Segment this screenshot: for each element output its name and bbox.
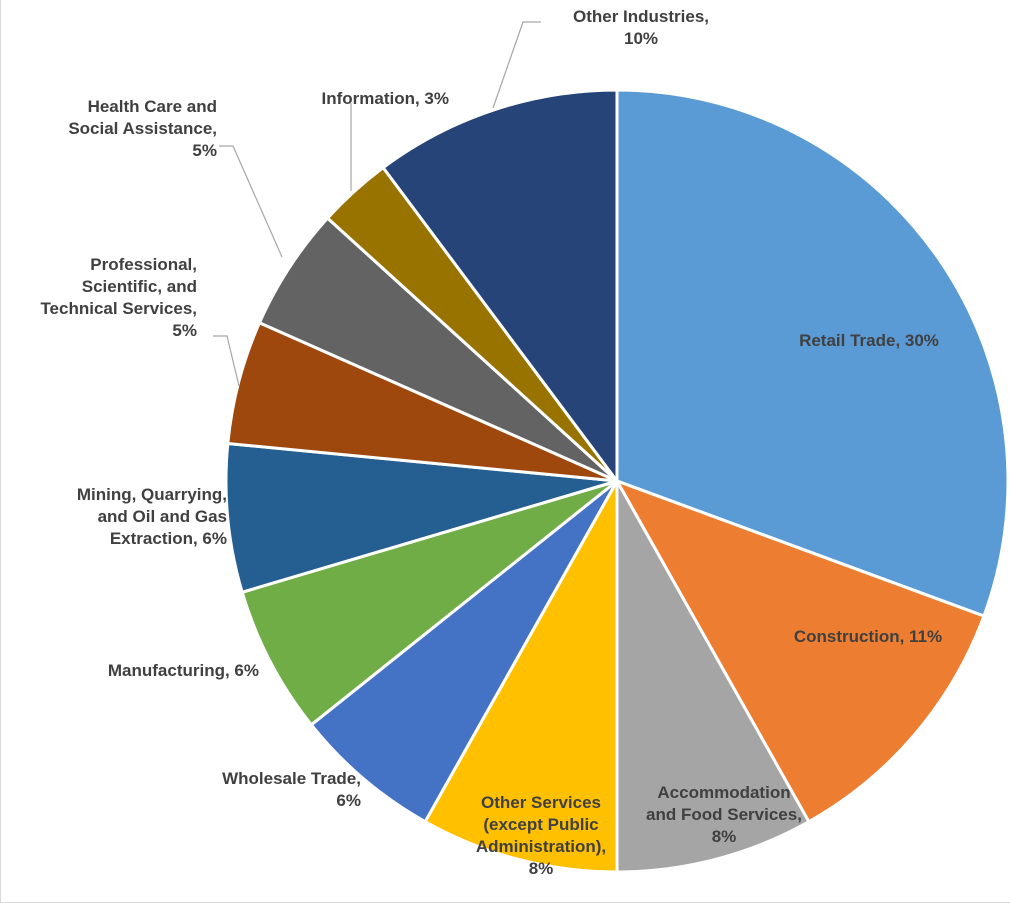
data-label-information: Information, 3% [321,89,449,108]
leader-lines [213,21,541,387]
data-label-construction: Construction, 11% [794,627,942,646]
pie-slice-retail-trade [615,88,1010,618]
data-label-other-services-except-public-administration: Other Services (except Public Administrati… [476,793,606,878]
data-label-mining-quarrying-and-oil-and-gas-extraction: Mining, Quarrying, and Oil and Gas Extract… [77,485,227,548]
leader-line-health-care-and-social-assistance [219,145,283,258]
pie-slices [224,88,1010,874]
data-label-health-care-and-social-assistance: Health Care and Social Assistance, 5% [68,97,217,160]
pie-slice-other-services-except-public-administration [423,479,619,874]
data-label-professional-scientific-and-technical-services: Professional, Scientific, and Technical Se… [40,255,197,340]
pie-slice-manufacturing [240,479,619,727]
pie-slice-construction [615,479,986,824]
pie-slice-mining-quarrying-and-oil-and-gas-extraction [224,441,619,594]
pie-slice-wholesale-trade [309,479,619,824]
leader-line-professional-scientific-and-technical-services [213,335,240,387]
data-label-retail-trade: Retail Trade, 30% [799,331,939,350]
pie-slice-other-industries [381,88,619,483]
data-labels: Retail Trade, 30% Construction, 11% Accomm… [40,7,942,878]
data-label-wholesale-trade: Wholesale Trade, 6% [222,769,361,810]
data-label-other-industries: Other Industries, 10% [573,7,709,48]
data-label-manufacturing: Manufacturing, 6% [108,661,259,680]
data-label-accommodation-and-food-services: Accommodation and Food Services, 8% [646,783,802,846]
pie-slice-accommodation-and-food-services [615,479,811,874]
leader-line-other-industries [492,21,541,109]
